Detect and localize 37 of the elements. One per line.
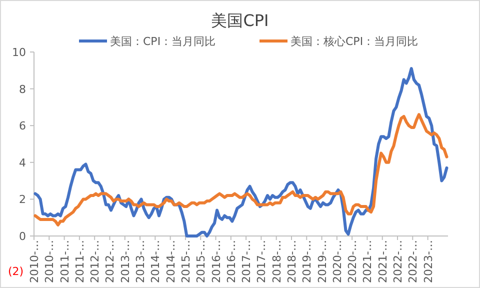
- x-tick-label: 2013-…: [134, 240, 148, 283]
- y-tick-label: 0: [19, 230, 26, 243]
- y-tick-label: 2: [19, 193, 26, 206]
- x-tick-label: 2020-…: [330, 240, 344, 283]
- x-tick-label: 2012-…: [104, 240, 117, 283]
- x-tick-label: 2010-…: [28, 240, 41, 283]
- y-tick-label: 6: [19, 120, 26, 133]
- x-tick-label: 2016-…: [210, 240, 223, 283]
- y-tick-label: 4: [19, 156, 26, 170]
- x-tick-label: 2011-…: [58, 240, 72, 283]
- x-tick-label: 2018-…: [285, 240, 298, 283]
- x-tick-label: 2020-…: [346, 240, 360, 283]
- y-tick-label: 10: [12, 46, 26, 59]
- x-tick-label: 2016-…: [224, 240, 238, 283]
- x-tick-label: 2014-…: [164, 240, 178, 283]
- x-tick-label: 2011-…: [73, 240, 86, 283]
- legend-label: 美国：核心CPI：当月同比: [290, 35, 418, 48]
- x-tick-label: 2021-…: [376, 240, 390, 283]
- x-tick-label: 2017-…: [255, 240, 268, 283]
- x-tick-label: 2017-…: [240, 240, 254, 283]
- x-tick-label: 2013-…: [118, 240, 132, 283]
- x-tick-label: 2018-…: [270, 240, 284, 283]
- legend-label: 美国：CPI：当月同比: [110, 35, 216, 48]
- x-tick-label: 2022-…: [392, 240, 405, 283]
- chart-title: 美国CPI: [211, 11, 269, 30]
- x-tick-label: 2012-…: [88, 240, 102, 283]
- x-tick-label: 2010-…: [43, 240, 56, 283]
- x-tick-label: 2022-…: [406, 240, 420, 283]
- x-tick-label: 2019-…: [316, 240, 329, 283]
- text: (2): [8, 265, 24, 278]
- y-tick-label: 8: [19, 82, 26, 96]
- x-tick-label: 2014-…: [149, 240, 162, 283]
- x-tick-label: 2023-…: [422, 240, 435, 283]
- x-tick-label: 2021-…: [361, 240, 374, 283]
- x-tick-label: 2015-…: [179, 240, 192, 283]
- x-tick-label: 2015-…: [194, 240, 208, 283]
- x-tick-label: 2019-…: [300, 240, 314, 283]
